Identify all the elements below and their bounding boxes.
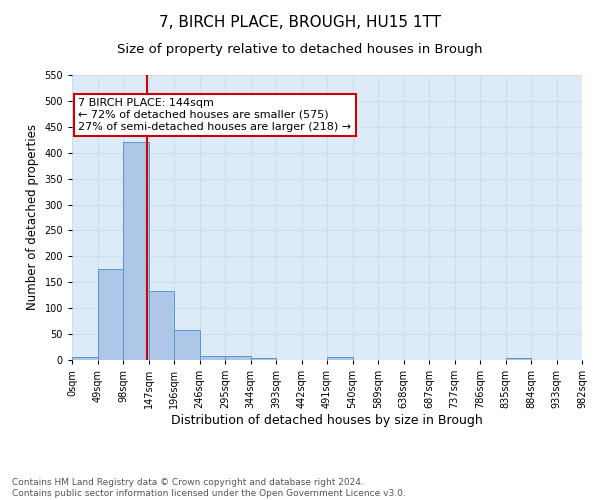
- Bar: [149, 291, 174, 360]
- Bar: [225, 356, 251, 360]
- Text: Size of property relative to detached houses in Brough: Size of property relative to detached ho…: [117, 42, 483, 56]
- Text: 7 BIRCH PLACE: 144sqm
← 72% of detached houses are smaller (575)
27% of semi-det: 7 BIRCH PLACE: 144sqm ← 72% of detached …: [78, 98, 352, 132]
- Bar: [199, 356, 225, 360]
- Bar: [327, 358, 353, 360]
- Bar: [97, 270, 123, 360]
- Bar: [251, 358, 276, 360]
- Y-axis label: Number of detached properties: Number of detached properties: [26, 124, 39, 310]
- Text: 7, BIRCH PLACE, BROUGH, HU15 1TT: 7, BIRCH PLACE, BROUGH, HU15 1TT: [159, 15, 441, 30]
- Bar: [123, 142, 149, 360]
- Bar: [72, 358, 97, 360]
- X-axis label: Distribution of detached houses by size in Brough: Distribution of detached houses by size …: [171, 414, 483, 427]
- Bar: [174, 330, 199, 360]
- Text: Contains HM Land Registry data © Crown copyright and database right 2024.
Contai: Contains HM Land Registry data © Crown c…: [12, 478, 406, 498]
- Bar: [505, 358, 531, 360]
